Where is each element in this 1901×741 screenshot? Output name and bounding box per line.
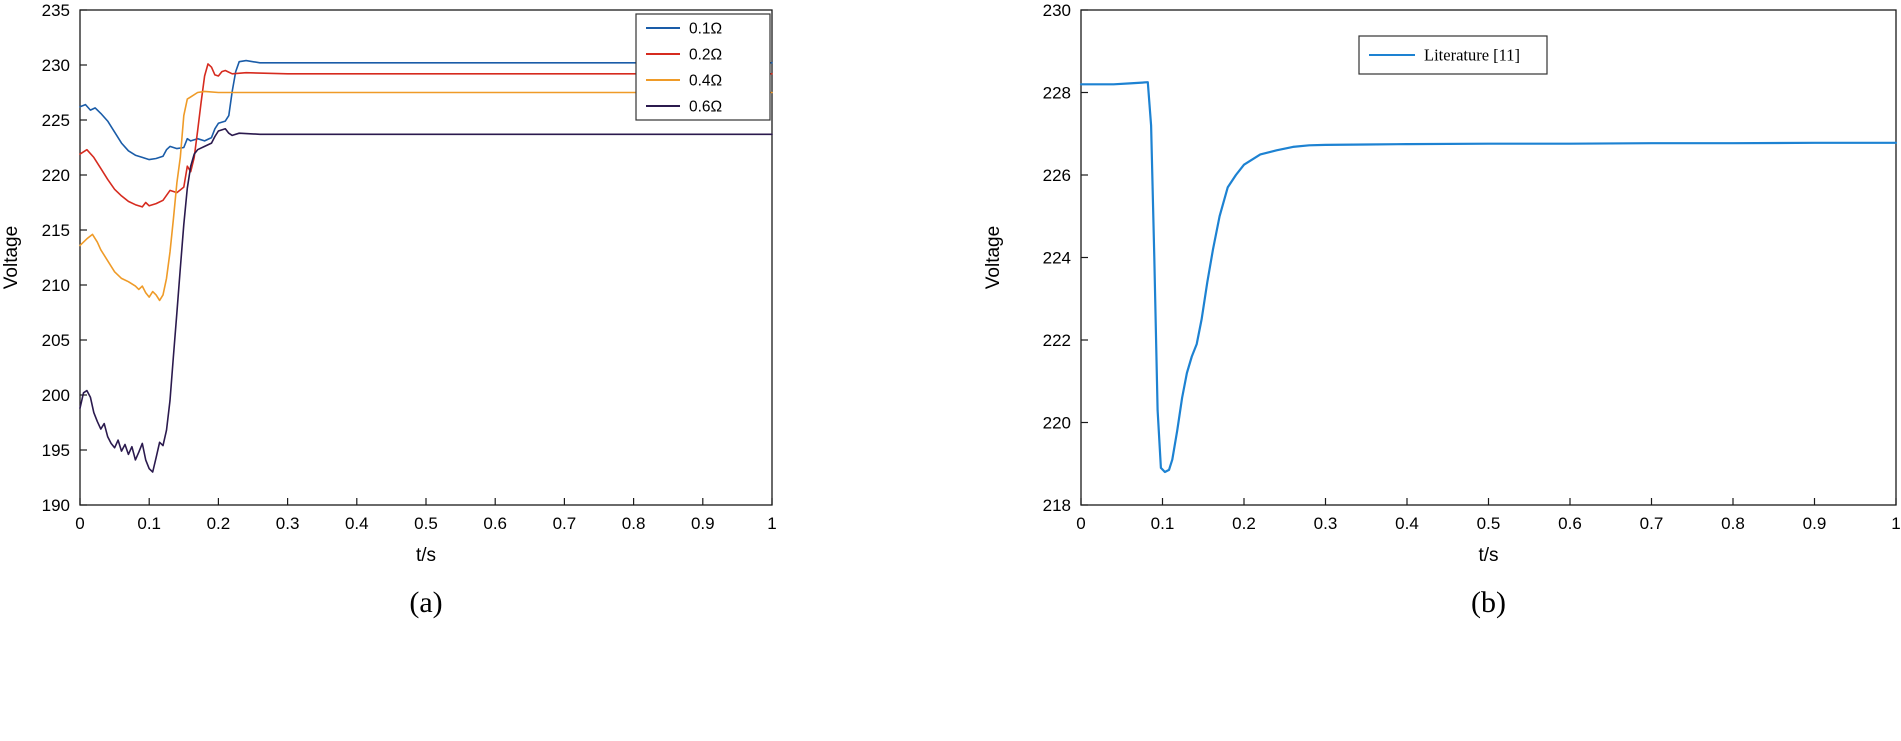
y-tick-label: 200 — [42, 386, 70, 405]
y-tick-label: 220 — [1043, 414, 1071, 433]
x-tick-label: 0.7 — [1640, 514, 1664, 533]
y-tick-label: 222 — [1043, 331, 1071, 350]
y-tick-label: 215 — [42, 221, 70, 240]
x-tick-label: 1 — [767, 514, 776, 533]
y-tick-label: 224 — [1043, 249, 1071, 268]
x-tick-label: 0.6 — [483, 514, 507, 533]
x-tick-label: 0 — [75, 514, 84, 533]
x-tick-label: 0.1 — [1151, 514, 1175, 533]
series-line-0 — [1079, 81, 1898, 474]
y-tick-label: 218 — [1043, 496, 1071, 515]
x-tick-label: 0.9 — [1803, 514, 1827, 533]
x-tick-label: 0.2 — [207, 514, 231, 533]
x-tick-label: 1 — [1891, 514, 1900, 533]
panel-a: 0 0.1 0.2 0.3 0.4 0.5 0.6 0.7 0.8 0.9 1 190 195 200 20… — [1, 1, 777, 619]
line-chart-b: 0 0.1 0.2 0.3 0.4 0.5 0.6 0.7 0.8 0.9 1 218 220 222 22… — [983, 1, 1901, 566]
x-tick-label: 0.3 — [276, 514, 300, 533]
legend-entry-label-1: 0.2Ω — [689, 47, 722, 64]
legend-entry-label-0: 0.1Ω — [689, 21, 722, 38]
caption-b: (b) — [1471, 586, 1506, 619]
y-tick-label: 205 — [42, 331, 70, 350]
x-axis-label: t/s — [416, 545, 436, 566]
y-tick-label: 230 — [42, 56, 70, 75]
x-tick-label: 0.7 — [553, 514, 577, 533]
x-tick-label: 0.2 — [1232, 514, 1256, 533]
x-tick-label: 0.5 — [1477, 514, 1501, 533]
series-line-3 — [79, 128, 773, 473]
y-axis-label: Voltage — [1, 226, 22, 289]
x-tick-label: 0 — [1076, 514, 1085, 533]
y-tick-label: 220 — [42, 166, 70, 185]
x-tick-label: 0.8 — [622, 514, 646, 533]
y-tick-label: 195 — [42, 441, 70, 460]
legend-entry-label-2: 0.4Ω — [689, 73, 722, 90]
y-tick-label: 228 — [1043, 84, 1071, 103]
y-tick-label: 230 — [1043, 1, 1071, 20]
caption-a: (a) — [409, 586, 443, 619]
line-chart-a: 0 0.1 0.2 0.3 0.4 0.5 0.6 0.7 0.8 0.9 1 190 195 200 20… — [1, 1, 777, 566]
y-axis-label: Voltage — [983, 226, 1004, 289]
x-tick-label: 0.4 — [1395, 514, 1419, 533]
y-tick-label: 226 — [1043, 166, 1071, 185]
y-tick-label: 225 — [42, 111, 70, 130]
legend-entry-label-3: 0.6Ω — [689, 99, 722, 116]
x-tick-label: 0.6 — [1558, 514, 1582, 533]
x-tick-label: 0.8 — [1721, 514, 1745, 533]
legend-entry-label-0: Literature [11] — [1424, 46, 1520, 65]
series-line-0 — [79, 59, 773, 161]
x-tick-label: 0.3 — [1314, 514, 1338, 533]
series-line-1 — [79, 63, 773, 208]
x-axis-label: t/s — [1478, 545, 1498, 566]
x-tick-label: 0.9 — [691, 514, 715, 533]
y-tick-label: 210 — [42, 276, 70, 295]
y-tick-label: 190 — [42, 496, 70, 515]
x-tick-label: 0.5 — [414, 514, 438, 533]
x-tick-label: 0.1 — [137, 514, 161, 533]
plot-border — [1080, 9, 1897, 506]
series-line-2 — [79, 90, 773, 302]
x-tick-label: 0.4 — [345, 514, 369, 533]
y-tick-label: 235 — [42, 1, 70, 20]
legend-box — [635, 13, 771, 121]
panel-b: 0 0.1 0.2 0.3 0.4 0.5 0.6 0.7 0.8 0.9 1 218 220 222 22… — [951, 0, 1901, 741]
